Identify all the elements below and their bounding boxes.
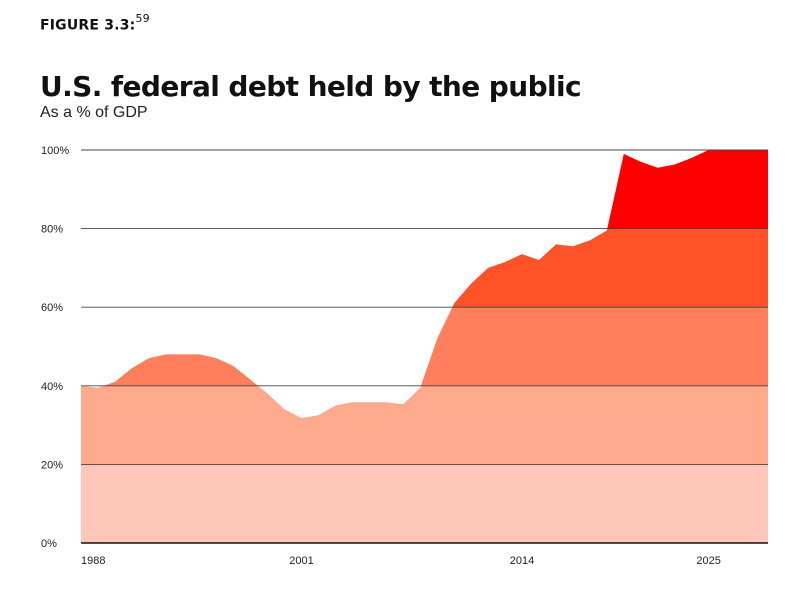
area-fill [81,150,768,543]
chart-subtitle: As a % of GDP [40,104,148,121]
area-band-4 [81,150,768,229]
x-tick-label: 2014 [510,555,534,567]
x-tick-label: 2025 [696,555,720,567]
y-tick-label: 20% [41,459,63,471]
figure-separator: : [129,17,136,34]
y-tick-label: 80% [41,224,63,236]
figure-label: FIGURE 3.3:59 [40,12,150,34]
x-tick-label: 1988 [81,555,105,567]
area-band-1 [81,385,768,465]
figure-number: FIGURE 3.3 [40,17,130,34]
y-tick-label: 100% [41,145,69,157]
chart-title: U.S. federal debt held by the public [40,70,582,103]
footnote-ref: 59 [135,12,150,25]
x-tick-label: 2001 [289,555,313,567]
y-tick-label: 60% [41,302,63,314]
area-band-2 [81,307,768,386]
y-tick-label: 40% [41,381,63,393]
area-band-0 [81,464,768,543]
area-band-3 [81,228,768,308]
y-tick-label: 0% [41,538,57,550]
